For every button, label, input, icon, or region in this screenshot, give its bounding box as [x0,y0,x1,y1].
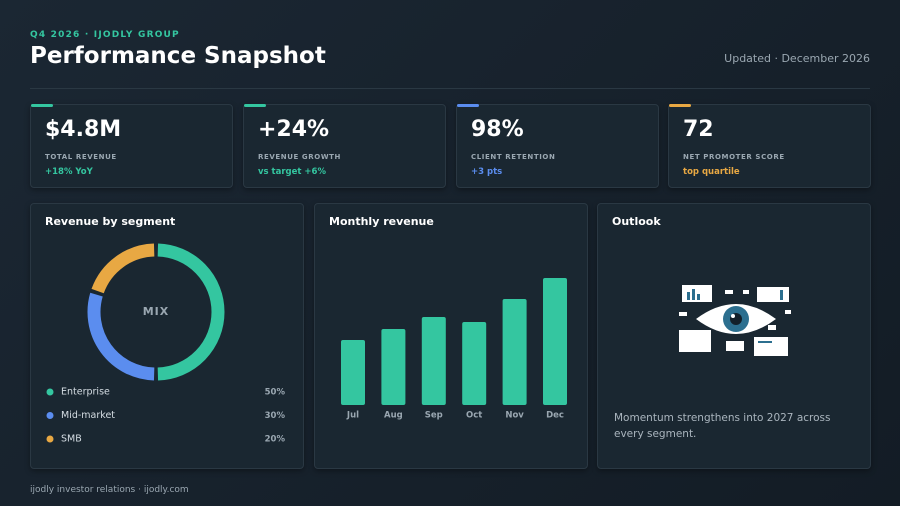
donut-segment [157,243,225,381]
legend-value: 20% [265,435,286,445]
kpi-value: 72 [683,117,714,142]
panel-title: Monthly revenue [329,215,434,228]
kpi-card: +24% REVENUE GROWTH vs target +6% [243,104,446,188]
legend-dot [46,388,54,396]
kpi-label: TOTAL REVENUE [45,153,117,161]
legend-dot [46,435,54,443]
kpi-card: 72 NET PROMOTER SCORE top quartile [668,104,871,188]
footer: ijodly investor relations · ijodly.com [30,485,189,495]
outlook-panel: Outlook Momentum strengthens into 2027 a… [597,203,871,469]
kpi-value: $4.8M [45,117,122,142]
kpi-note: +3 pts [471,167,503,177]
kpi-note: +18% YoY [45,167,93,177]
kpi-note: top quartile [683,167,740,177]
bar [543,278,567,405]
monthly-panel: Monthly revenue Jul Aug Sep Oct Nov Dec [314,203,588,469]
kpi-label: REVENUE GROWTH [258,153,341,161]
kpi-label: CLIENT RETENTION [471,153,556,161]
x-tick-label: Dec [546,411,564,421]
eye-illustration [679,285,791,356]
kpi-accent [669,104,691,107]
bar [462,322,487,405]
kpi-note: vs target +6% [258,167,326,177]
page-title: Performance Snapshot [30,43,326,69]
kpi-value: 98% [471,117,524,142]
legend-value: 50% [265,388,286,398]
x-tick-label: Sep [425,411,443,421]
kpi-card: 98% CLIENT RETENTION +3 pts [456,104,659,188]
donut-chart: Enterprise 50% Mid-market 30% SMB 20% MIX [46,243,286,445]
legend-value: 30% [265,411,286,421]
kpi-accent [244,104,266,107]
panel-title: Revenue by segment [45,215,176,228]
donut-center: MIX [143,305,170,318]
kpi-label: NET PROMOTER SCORE [683,153,785,161]
x-tick-label: Aug [384,411,403,421]
legend-label: Enterprise [61,387,110,398]
donut-segment [91,243,155,294]
panel-title: Outlook [612,215,661,228]
legend-dot [46,412,54,419]
eyebrow: Q4 2026 · IJODLY GROUP [30,30,180,40]
x-tick-label: Oct [466,411,482,421]
bar [421,317,446,405]
kpi-accent [457,104,479,107]
divider [30,88,870,89]
kpi-accent [31,104,53,107]
donut-segment [87,292,155,381]
bar [341,340,365,405]
outlook-text: Momentum strengthens into 2027 across ev… [614,412,831,440]
x-tick-label: Jul [346,411,359,421]
kpi-value: +24% [258,117,330,142]
segment-panel: Revenue by segment Enterprise 50% Mid-mark… [30,203,304,469]
updated: Updated · December 2026 [724,52,870,65]
bar-chart: Jul Aug Sep Oct Nov Dec [341,278,567,421]
legend-label: Mid-market [61,410,115,421]
legend-label: SMB [61,434,82,445]
bar [381,329,406,405]
kpi-card: $4.8M TOTAL REVENUE +18% YoY [30,104,233,188]
bar [502,299,527,405]
x-tick-label: Nov [505,411,524,421]
